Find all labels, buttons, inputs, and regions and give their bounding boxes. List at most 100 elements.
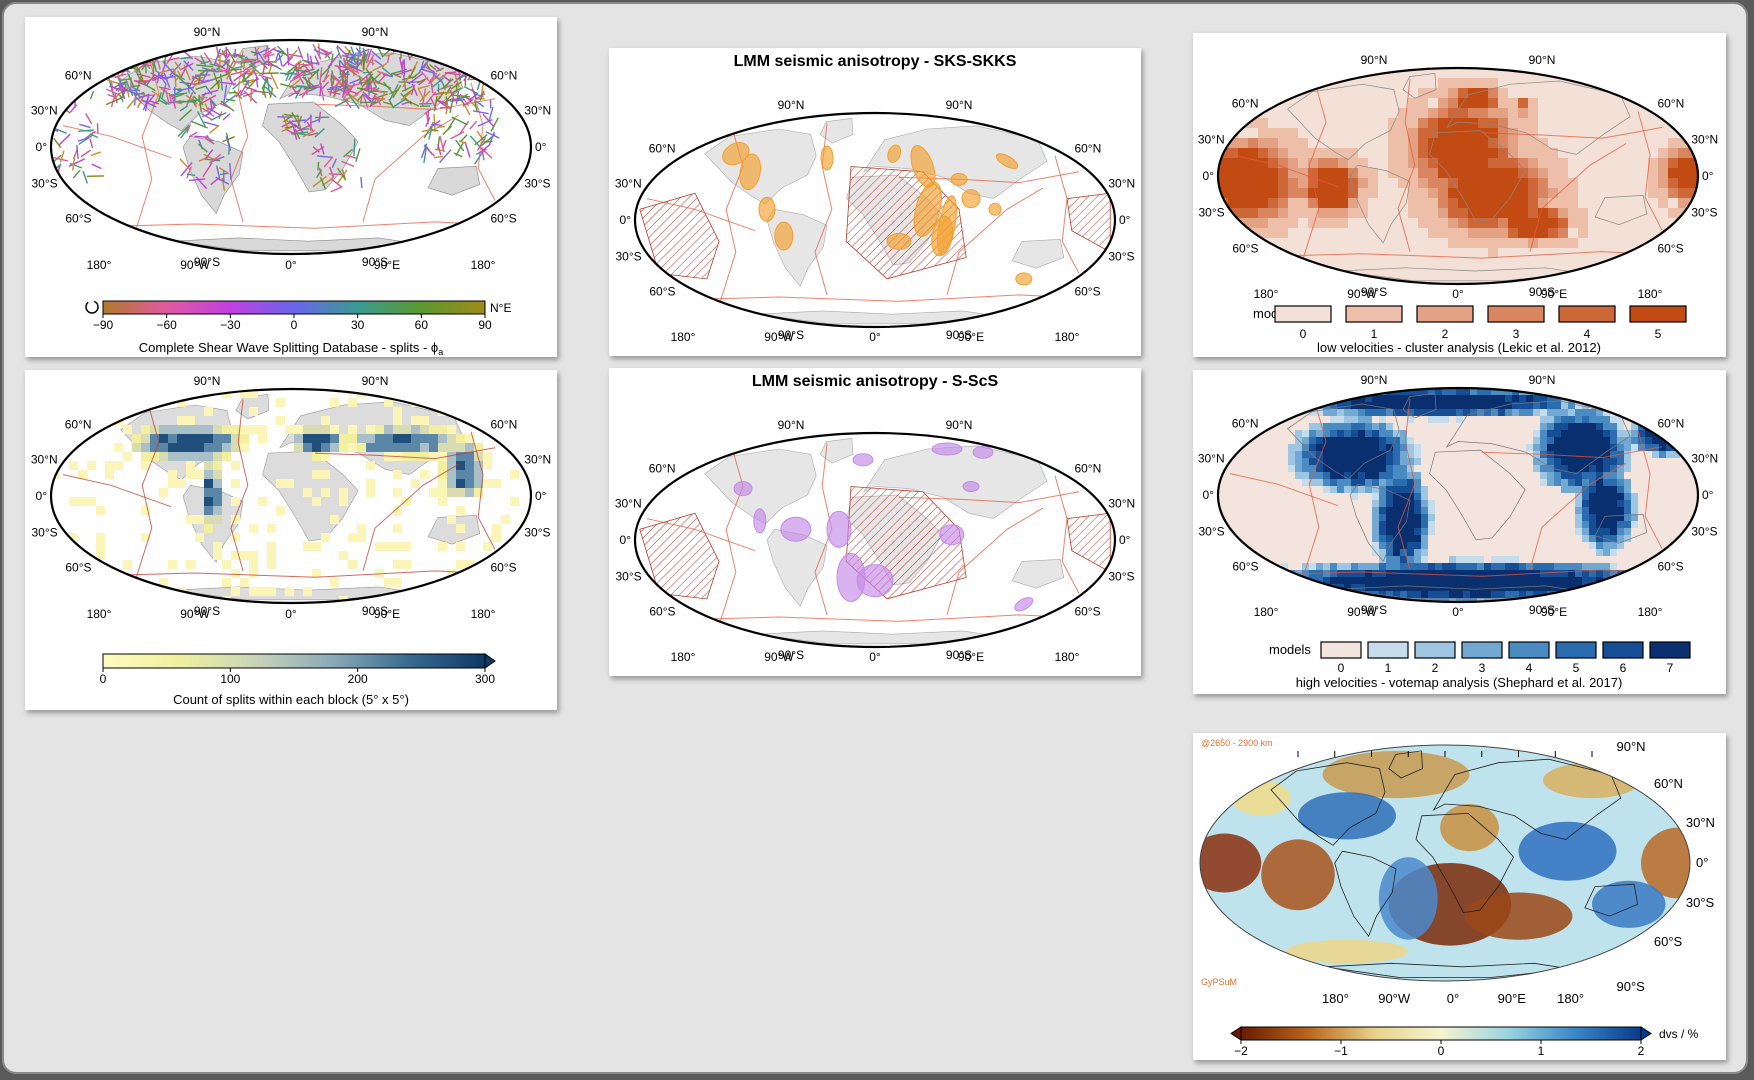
count-cell: [483, 398, 492, 407]
votemap-cell: [1610, 472, 1617, 479]
cluster-cell: [1678, 178, 1688, 188]
split-bar: [483, 143, 491, 151]
votemap-cell: [1554, 423, 1561, 430]
count-cell: [528, 443, 531, 452]
split-bar: [217, 49, 227, 59]
votemap-cell: [1323, 563, 1330, 570]
cluster-cell: [1308, 168, 1318, 178]
colorbar-tick-label: 60: [415, 318, 429, 332]
count-cell: [357, 434, 366, 443]
votemap-cell: [1337, 577, 1344, 584]
count-cell: [438, 497, 447, 506]
votemap-cell: [1575, 423, 1582, 430]
votemap-cell: [1267, 577, 1274, 584]
split-bar: [313, 49, 329, 57]
split-count-panel[interactable]: 90°N 90°N 60°N 60°N 30°N 30°N 0° 0° 30°S 30°S 60°S…: [25, 370, 557, 710]
cluster-cell: [1288, 158, 1298, 168]
scs-anisotropy-panel[interactable]: LMM seismic anisotropy - S-ScS 90°N 90°N 60…: [609, 368, 1141, 676]
count-cell: [519, 578, 528, 587]
cluster-cell: [1508, 208, 1518, 218]
cluster-cell: [1548, 218, 1558, 228]
cluster-cell: [1278, 178, 1288, 188]
split-bar: [242, 92, 254, 98]
split-bar: [210, 111, 227, 121]
plate-boundary: [898, 491, 1080, 504]
split-bar: [322, 176, 335, 187]
count-cell: [168, 560, 177, 569]
votemap-cell: [1603, 423, 1610, 430]
votemap-cell: [1582, 507, 1589, 514]
count-cell: [429, 425, 438, 434]
votemap-cell: [1449, 570, 1456, 577]
votemap-cell: [1421, 409, 1428, 416]
cluster-cell: [1498, 98, 1508, 108]
velocity-anomaly: [1464, 892, 1573, 940]
anisotropy-region: [910, 145, 936, 188]
votemap-cell: [1302, 451, 1309, 458]
split-bar: [467, 54, 472, 64]
votemap-cell: [1505, 395, 1512, 402]
lat-label-left: 30°S: [31, 176, 57, 190]
split-bar: [377, 74, 386, 84]
lat-label-left: 30°S: [1198, 206, 1224, 220]
votemap-cell: [1582, 444, 1589, 451]
cluster-cell: [1518, 138, 1528, 148]
count-cell: [456, 470, 465, 479]
split-bar: [202, 162, 213, 178]
votemap-cell: [1547, 409, 1554, 416]
votemap-cell: [1400, 437, 1407, 444]
votemap-cell: [1288, 465, 1295, 472]
gypsum-tomography-panel[interactable]: @2650 - 2900 km GyPSuM 90°N 60°N 30°N 0° 30°S 6…: [1193, 733, 1726, 1060]
votemap-cell: [1589, 451, 1596, 458]
votemap-cell: [1365, 388, 1372, 395]
votemap-cell: [1463, 570, 1470, 577]
legend-swatch: [1649, 641, 1691, 659]
votemap-cell: [1554, 563, 1561, 570]
lat-label-top-left: 90°N: [778, 98, 805, 112]
splits-map-panel[interactable]: 90°N 90°N 60°N 60°N 30°N 30°N 0° 0° 30°S 30°S 60°S…: [25, 17, 557, 357]
votemap-cell: [1379, 570, 1386, 577]
votemap-cell: [1309, 423, 1316, 430]
votemap-cell: [1330, 563, 1337, 570]
cluster-cell: [1648, 178, 1658, 188]
split-bar: [113, 56, 124, 64]
cluster-cell: [1438, 148, 1448, 158]
split-bar: [79, 123, 91, 129]
split-bar: [402, 60, 406, 69]
cluster-cell: [1468, 108, 1478, 118]
split-bar: [293, 69, 309, 73]
sks-anisotropy-panel[interactable]: LMM seismic anisotropy - SKS-SKKS 90°N 90°…: [609, 48, 1141, 356]
votemap-cell: [1638, 591, 1645, 598]
votemap-cell: [1624, 430, 1631, 437]
votemap-cell: [1407, 486, 1414, 493]
lat-label-bottom-right: 90°S: [1529, 603, 1555, 617]
votemap-cell: [1631, 577, 1638, 584]
votemap-cell: [1386, 409, 1393, 416]
count-cell: [231, 497, 240, 506]
lat-label-top-right: 90°N: [1529, 53, 1556, 67]
votemap-cell: [1435, 395, 1442, 402]
count-cell: [177, 452, 186, 461]
cluster-cell: [1308, 188, 1318, 198]
high-velocity-panel[interactable]: 90°N 90°N 60°N 60°N 30°N 30°N 0° 0° 30°S 30°S 60°S…: [1193, 370, 1726, 694]
cluster-cell: [1428, 88, 1438, 98]
split-bar: [469, 120, 478, 130]
cluster-cell: [1528, 128, 1538, 138]
votemap-cell: [1624, 535, 1631, 542]
count-cell: [456, 443, 465, 452]
split-bar: [346, 82, 356, 96]
cluster-cell: [1518, 158, 1528, 168]
cluster-cell: [1278, 168, 1288, 178]
split-bar: [454, 74, 460, 88]
votemap-cell: [1386, 577, 1393, 584]
cluster-cell: [1298, 178, 1308, 188]
count-cell: [222, 443, 231, 452]
split-bar: [285, 119, 296, 128]
votemap-cell: [1687, 423, 1694, 430]
split-bar: [449, 89, 456, 102]
low-velocity-panel[interactable]: 90°N 90°N 60°N 60°N 30°N 30°N 0° 0° 30°S 30°S 60°S…: [1193, 33, 1726, 357]
votemap-cell: [1603, 409, 1610, 416]
cluster-cell: [1558, 188, 1568, 198]
split-bar: [142, 96, 150, 111]
lat-label-left: 30°S: [615, 249, 641, 263]
